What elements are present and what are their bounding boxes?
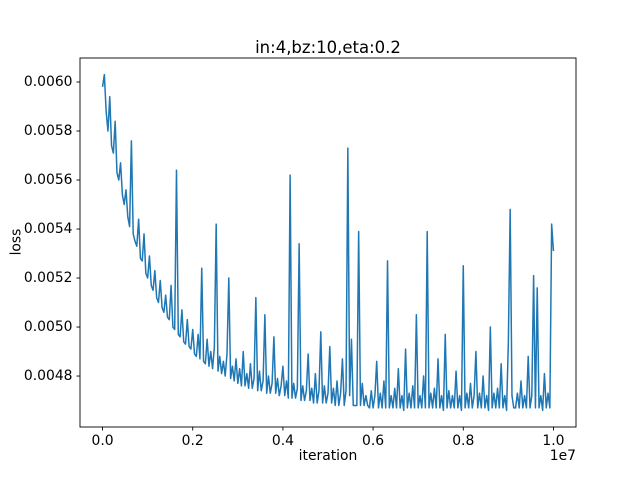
x-tick-label: 0.0 — [91, 433, 114, 449]
y-tick-label: 0.0050 — [23, 319, 73, 336]
x-tick-label: 0.4 — [271, 433, 294, 449]
x-tick-label: 0.2 — [181, 433, 204, 449]
y-tick-label: 0.0058 — [23, 123, 73, 140]
x-axis-offset-text: 1e7 — [549, 448, 576, 464]
loss-line-series — [101, 73, 555, 412]
x-tick-label: 0.8 — [452, 433, 475, 449]
y-tick-label: 0.0048 — [23, 368, 73, 385]
x-axis-label: iteration — [298, 448, 358, 464]
y-tick-label: 0.0056 — [23, 172, 73, 189]
y-tick-label: 0.0052 — [23, 270, 73, 287]
x-tick-label: 1.0 — [542, 433, 565, 449]
x-tick-label: 0.6 — [362, 433, 385, 449]
axes-frame — [79, 57, 577, 428]
y-tick-label: 0.0054 — [23, 221, 73, 238]
y-tick-label: 0.0060 — [23, 74, 73, 90]
chart-title: in:4,bz:10,eta:0.2 — [255, 38, 401, 57]
